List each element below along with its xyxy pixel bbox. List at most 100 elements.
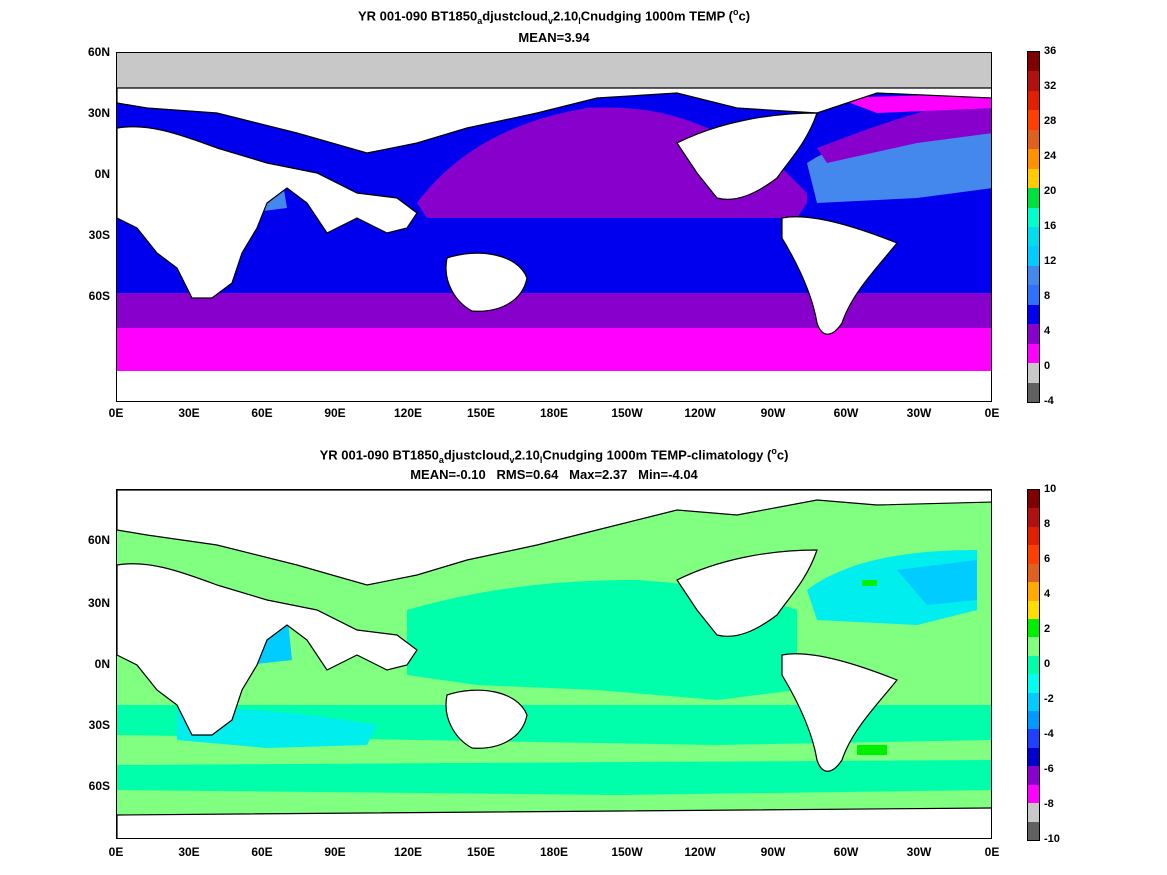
continents (117, 87, 991, 335)
colorbar-tick-label: 24 (1044, 150, 1057, 162)
bottom-panel-stats: MEAN=-0.10 RMS=0.64 Max=2.37 Min=-4.04 (410, 467, 698, 482)
lon-tick: 180E (539, 406, 569, 420)
colorbar-segment (1028, 747, 1039, 767)
africa-eurasia (117, 563, 418, 736)
lat-tick: 0N (94, 657, 110, 671)
colorbar-segment (1028, 526, 1039, 546)
lon-tick: 150E (466, 845, 496, 859)
colorbar-segment (1028, 692, 1039, 712)
australia (445, 252, 528, 312)
lon-tick: 90W (760, 845, 786, 859)
colorbar-tick-label: 0 (1044, 360, 1051, 372)
bottom-panel-title: YR 001-090 BT1850adjustcloudv2.10lCnudgi… (319, 446, 789, 465)
top-panel-stats: MEAN=3.94 (518, 30, 590, 45)
north-america (676, 549, 818, 637)
colorbar-segment (1028, 821, 1039, 841)
colorbar-segment (1028, 766, 1039, 786)
lon-tick: 150W (611, 845, 643, 859)
lon-tick: 90W (760, 406, 786, 420)
colorbar-segment (1028, 343, 1039, 364)
lat-tick: 30S (88, 718, 110, 732)
lon-tick: 150W (611, 406, 643, 420)
lon-tick: 60W (833, 406, 859, 420)
colorbar-tick-label: -4 (1044, 728, 1054, 740)
top-map-svg (117, 53, 991, 401)
south-america (781, 653, 898, 772)
positive-anomaly-spot (862, 580, 877, 586)
lon-tick: 120W (684, 406, 716, 420)
top-colorbar (1027, 51, 1040, 403)
colorbar-tick-label: 4 (1044, 325, 1051, 337)
lon-tick: 120E (393, 406, 423, 420)
lon-tick: 0E (108, 845, 124, 859)
lat-tick: 0N (94, 167, 110, 181)
colorbar-segment (1028, 563, 1039, 583)
colorbar-tick-label: 8 (1044, 518, 1051, 530)
antarctica (117, 371, 991, 401)
bottom-map-svg (117, 490, 991, 838)
colorbar-segment (1028, 52, 1039, 72)
continents (117, 490, 991, 838)
colorbar-segment (1028, 655, 1039, 675)
colorbar-segment (1028, 265, 1039, 286)
southern-magenta-band (117, 328, 991, 373)
lon-tick: 30W (906, 406, 932, 420)
antarctica (117, 807, 991, 838)
colorbar-segment (1028, 508, 1039, 528)
colorbar-segment (1028, 168, 1039, 189)
colorbar-tick-label: -6 (1044, 763, 1054, 775)
colorbar-segment (1028, 784, 1039, 804)
colorbar-tick-label: 20 (1044, 185, 1057, 197)
lon-tick: 60W (833, 845, 859, 859)
north-atlantic-purple (817, 98, 991, 163)
colorbar-tick-label: 16 (1044, 220, 1057, 232)
lon-tick: 0E (108, 406, 124, 420)
north-atlantic-magenta (837, 93, 991, 113)
colorbar-tick-label: -10 (1044, 833, 1060, 845)
colorbar-tick-label: -2 (1044, 693, 1054, 705)
africa-eurasia (117, 126, 418, 299)
colorbar-segment (1028, 304, 1039, 325)
lon-tick: 60E (251, 406, 273, 420)
lon-tick: 90E (324, 406, 346, 420)
colorbar-tick-label: 0 (1044, 658, 1051, 670)
north-atlantic-blue (897, 560, 977, 605)
lat-tick: 30N (87, 106, 110, 120)
lon-tick: 30E (178, 845, 200, 859)
lon-tick: 30W (906, 845, 932, 859)
colorbar-tick-label: 12 (1044, 255, 1057, 267)
colorbar-segment (1028, 227, 1039, 247)
australia (445, 689, 528, 749)
lat-tick: 30S (88, 228, 110, 242)
south-america (781, 216, 898, 335)
colorbar-tick-label: 4 (1044, 588, 1051, 600)
positive-anomaly-spot (857, 745, 887, 755)
lon-tick: 90E (324, 845, 346, 859)
top-panel-title: YR 001-090 BT1850adjustcloudv2.10lCnudgi… (357, 7, 751, 26)
colorbar-tick-label: 8 (1044, 290, 1051, 302)
colorbar-tick-label: 6 (1044, 553, 1051, 565)
lon-tick: 120E (393, 845, 423, 859)
lat-tick: 30N (87, 596, 110, 610)
colorbar-segment (1028, 71, 1039, 92)
lat-tick: 60N (87, 45, 110, 59)
colorbar-segment (1028, 207, 1039, 228)
colorbar-segment (1028, 711, 1039, 730)
bottom-colorbar (1027, 489, 1040, 841)
top-map (116, 52, 992, 402)
colorbar-segment (1028, 363, 1039, 384)
colorbar-tick-label: -8 (1044, 798, 1054, 810)
colorbar-segment (1028, 285, 1039, 306)
lon-tick: 150E (466, 406, 496, 420)
colorbar-segment (1028, 324, 1039, 345)
colorbar-tick-label: 36 (1044, 45, 1057, 57)
colorbar-segment (1028, 729, 1039, 749)
colorbar-segment (1028, 674, 1039, 694)
colorbar-segment (1028, 129, 1039, 150)
colorbar-tick-label: 28 (1044, 115, 1057, 127)
colorbar-segment (1028, 582, 1039, 601)
colorbar-segment (1028, 490, 1039, 509)
colorbar-segment (1028, 637, 1039, 657)
colorbar-segment (1028, 600, 1039, 620)
colorbar-segment (1028, 149, 1039, 170)
